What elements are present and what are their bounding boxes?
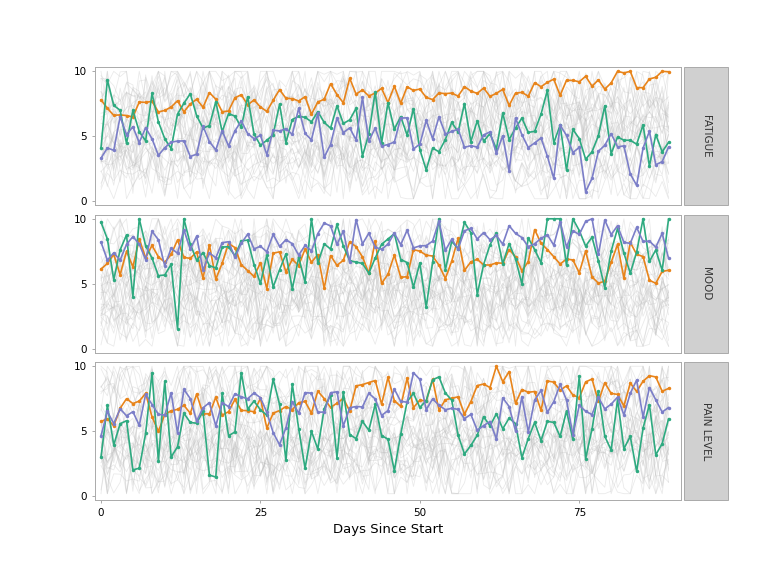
Text: MOOD: MOOD (701, 267, 712, 301)
Text: PAIN LEVEL: PAIN LEVEL (701, 402, 712, 460)
Text: FATIGUE: FATIGUE (701, 115, 712, 158)
X-axis label: Days Since Start: Days Since Start (333, 523, 443, 536)
